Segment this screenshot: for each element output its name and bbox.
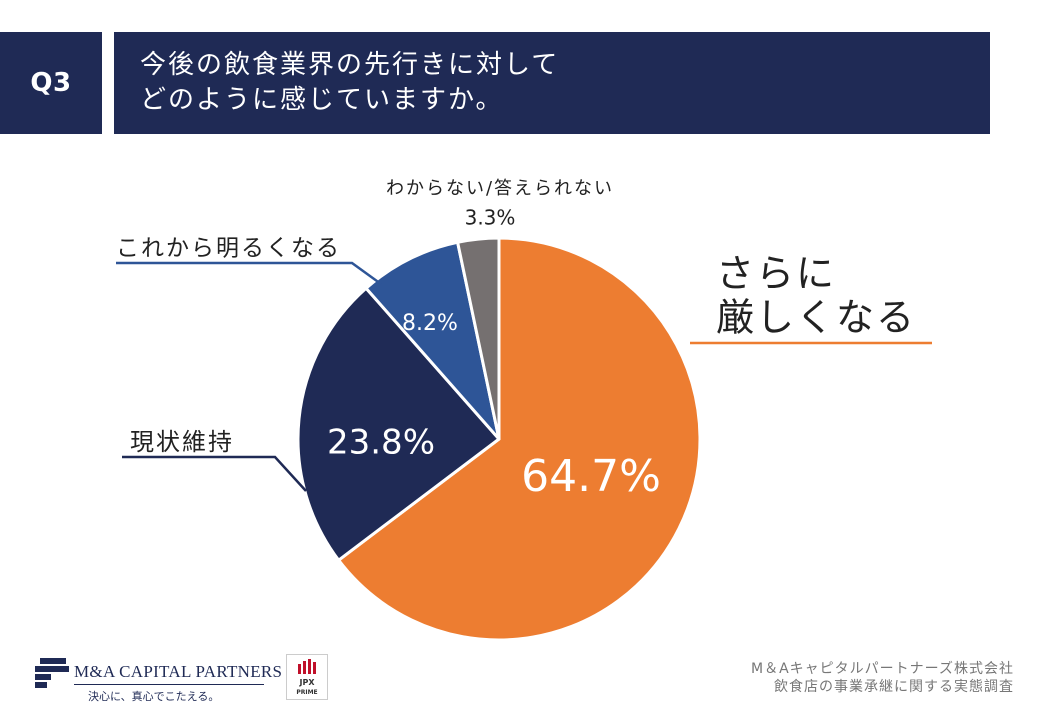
logo-divider	[74, 684, 264, 685]
category-label-1-line-1: さらに	[716, 252, 836, 296]
question-title: 今後の飲食業界の先行きに対して どのように感じていますか。	[114, 32, 990, 134]
source-company: M＆Aキャピタルパートナーズ株式会社	[751, 661, 1014, 677]
pie-slice-1	[337, 236, 702, 642]
pie-slice-4	[456, 236, 501, 441]
question-number-badge: Q3	[0, 32, 102, 134]
category-label-1-line-2: 厳しくなる	[716, 296, 916, 340]
jpx-mark-icon	[298, 659, 316, 674]
source-survey: 飲食店の事業承継に関する実態調査	[774, 679, 1014, 695]
pie-slice-3	[364, 240, 501, 441]
value-label-1: 64.7%	[521, 451, 661, 502]
leader-line-2	[122, 455, 307, 492]
question-number: Q3	[30, 68, 72, 98]
jpx-prime-badge: JPX PRIME	[286, 654, 328, 700]
value-label-3: 8.2%	[402, 311, 458, 336]
prime-label: PRIME	[296, 689, 318, 696]
company-logo: M&A CAPITAL PARTNERS 決心に、真心でこたえる。	[32, 652, 282, 708]
question-title-line-2: どのように感じていますか。	[140, 85, 504, 115]
company-logo-name: M&A CAPITAL PARTNERS	[74, 662, 283, 681]
jpx-label: JPX	[299, 678, 315, 687]
pie-slice-2	[296, 286, 501, 562]
category-label-3: これから明るくなる	[116, 236, 341, 262]
question-title-line-1: 今後の飲食業界の先行きに対して	[140, 50, 560, 80]
category-label-4: わからない/答えられない	[386, 178, 614, 199]
company-logo-mark-icon	[35, 658, 69, 688]
leader-line-3	[116, 261, 382, 286]
source-note: M＆Aキャピタルパートナーズ株式会社 飲食店の事業承継に関する実態調査	[751, 660, 1014, 696]
company-tagline: 決心に、真心でこたえる。	[88, 690, 220, 703]
category-label-2: 現状維持	[130, 428, 234, 456]
value-label-4: 3.3%	[465, 206, 516, 230]
value-label-2: 23.8%	[327, 423, 435, 463]
